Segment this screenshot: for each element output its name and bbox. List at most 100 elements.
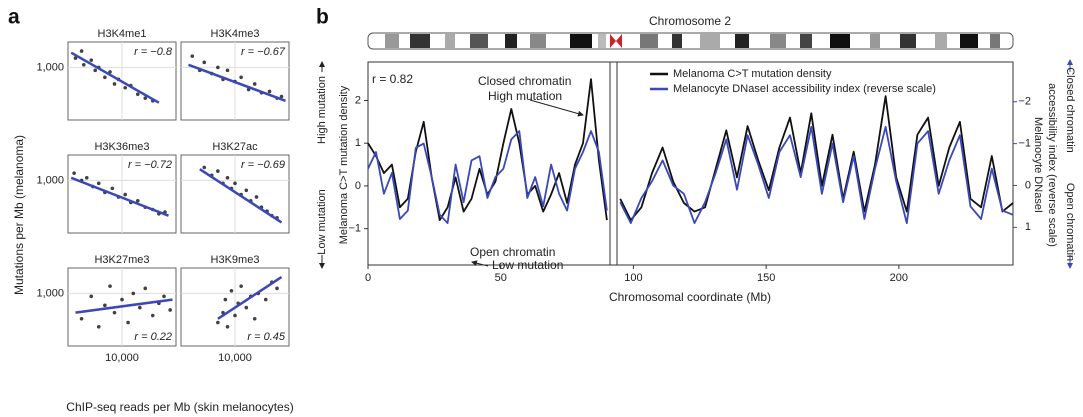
point bbox=[275, 286, 279, 291]
point bbox=[244, 305, 249, 310]
y-tick-label: 1 bbox=[355, 137, 361, 149]
point bbox=[168, 308, 172, 312]
axis-note: High mutation bbox=[316, 76, 328, 144]
panel-title: H3K36me3 bbox=[94, 141, 149, 153]
x-tick-label: 150 bbox=[757, 272, 775, 284]
y2-tick-label: −2 bbox=[1018, 96, 1031, 108]
point bbox=[84, 175, 89, 180]
panel-title: H3K9me3 bbox=[211, 254, 260, 266]
point bbox=[143, 96, 148, 100]
point bbox=[112, 82, 117, 86]
y-tick-label: 1,000 bbox=[36, 174, 64, 186]
annotation: Low mutation bbox=[492, 258, 563, 272]
point bbox=[96, 181, 101, 186]
point bbox=[216, 169, 220, 173]
x-tick-label: 100 bbox=[624, 272, 642, 284]
point bbox=[263, 297, 268, 302]
point bbox=[202, 60, 207, 65]
point bbox=[254, 195, 259, 199]
point bbox=[79, 49, 84, 53]
annotation: Closed chromatin bbox=[478, 74, 571, 88]
x-tick-label: 10,000 bbox=[105, 352, 139, 364]
annotation: r = −0.69 bbox=[241, 159, 285, 171]
point bbox=[225, 68, 230, 73]
point bbox=[120, 297, 124, 302]
x-tick-label: 200 bbox=[890, 272, 908, 284]
y2-axis-label: accessibility index (reverse scale) bbox=[1046, 83, 1058, 247]
y-axis-label: Mutations per Mb (melanoma) bbox=[12, 135, 26, 295]
point bbox=[216, 65, 220, 70]
series-line bbox=[367, 130, 608, 224]
point bbox=[233, 313, 237, 318]
point bbox=[229, 288, 234, 293]
point bbox=[138, 305, 142, 310]
point bbox=[108, 284, 112, 288]
point bbox=[103, 75, 107, 80]
y-tick-label: −1 bbox=[348, 223, 361, 235]
point bbox=[202, 165, 207, 170]
point bbox=[190, 54, 195, 58]
point bbox=[96, 324, 101, 329]
point bbox=[216, 320, 220, 325]
point bbox=[135, 92, 140, 97]
fit-line bbox=[199, 168, 283, 224]
point bbox=[89, 58, 94, 62]
annotation: High mutation bbox=[488, 89, 562, 103]
point bbox=[131, 291, 136, 296]
point bbox=[73, 56, 78, 60]
point bbox=[279, 94, 284, 99]
point bbox=[252, 82, 257, 86]
x-axis-label: ChIP-seq reads per Mb (skin melanocytes) bbox=[66, 400, 293, 414]
point bbox=[123, 85, 127, 90]
ideogram bbox=[367, 32, 1014, 50]
plot-frame bbox=[367, 61, 1014, 266]
point bbox=[225, 175, 230, 180]
point bbox=[252, 317, 257, 321]
legend-label: Melanocyte DNaseI accessibility index (r… bbox=[673, 83, 936, 95]
point bbox=[126, 320, 130, 325]
point bbox=[93, 68, 98, 73]
panel-title: H3K27ac bbox=[212, 141, 258, 153]
point bbox=[123, 192, 127, 197]
ideogram-label: Chromosome 2 bbox=[649, 14, 731, 28]
point bbox=[239, 284, 243, 288]
point bbox=[103, 303, 107, 308]
arrow bbox=[529, 99, 584, 117]
point bbox=[162, 294, 166, 299]
point bbox=[81, 62, 86, 67]
y2-tick-label: 1 bbox=[1025, 221, 1031, 233]
x-tick-label: 10,000 bbox=[218, 352, 252, 364]
point bbox=[233, 181, 237, 186]
point bbox=[72, 171, 76, 175]
point bbox=[89, 294, 94, 299]
y-tick-label: 2 bbox=[355, 94, 361, 106]
annotation: r = 0.82 bbox=[372, 72, 413, 86]
point bbox=[267, 89, 272, 94]
point bbox=[244, 188, 249, 193]
axis-note: Closed chromatin bbox=[1064, 67, 1076, 153]
panel-title: H3K27me3 bbox=[94, 254, 149, 266]
fit-line bbox=[217, 276, 283, 320]
fit-line bbox=[75, 298, 173, 314]
point bbox=[110, 186, 115, 191]
axis-note: Open chromatin bbox=[1064, 183, 1076, 261]
point bbox=[143, 286, 148, 291]
panel-title: H3K4me3 bbox=[211, 28, 260, 40]
y2-tick-label: 0 bbox=[1025, 179, 1031, 191]
point bbox=[223, 297, 228, 302]
x-tick-label: 50 bbox=[495, 272, 507, 284]
annotation: r = 0.22 bbox=[134, 331, 172, 343]
panel-label: a bbox=[8, 6, 20, 29]
x-tick-label: 0 bbox=[365, 272, 371, 284]
y2-axis-label: Melanocyte DNaseI bbox=[1032, 117, 1044, 213]
point bbox=[225, 324, 230, 329]
y-tick-label: 0 bbox=[355, 180, 361, 192]
y-axis-label: Melanoma C>T mutation density bbox=[338, 85, 350, 244]
fit-line bbox=[70, 176, 169, 217]
annotation: r = −0.8 bbox=[134, 46, 173, 58]
point bbox=[135, 198, 140, 203]
series-line bbox=[619, 126, 1014, 224]
axis-note: Low mutation bbox=[316, 189, 328, 254]
point bbox=[112, 310, 117, 315]
